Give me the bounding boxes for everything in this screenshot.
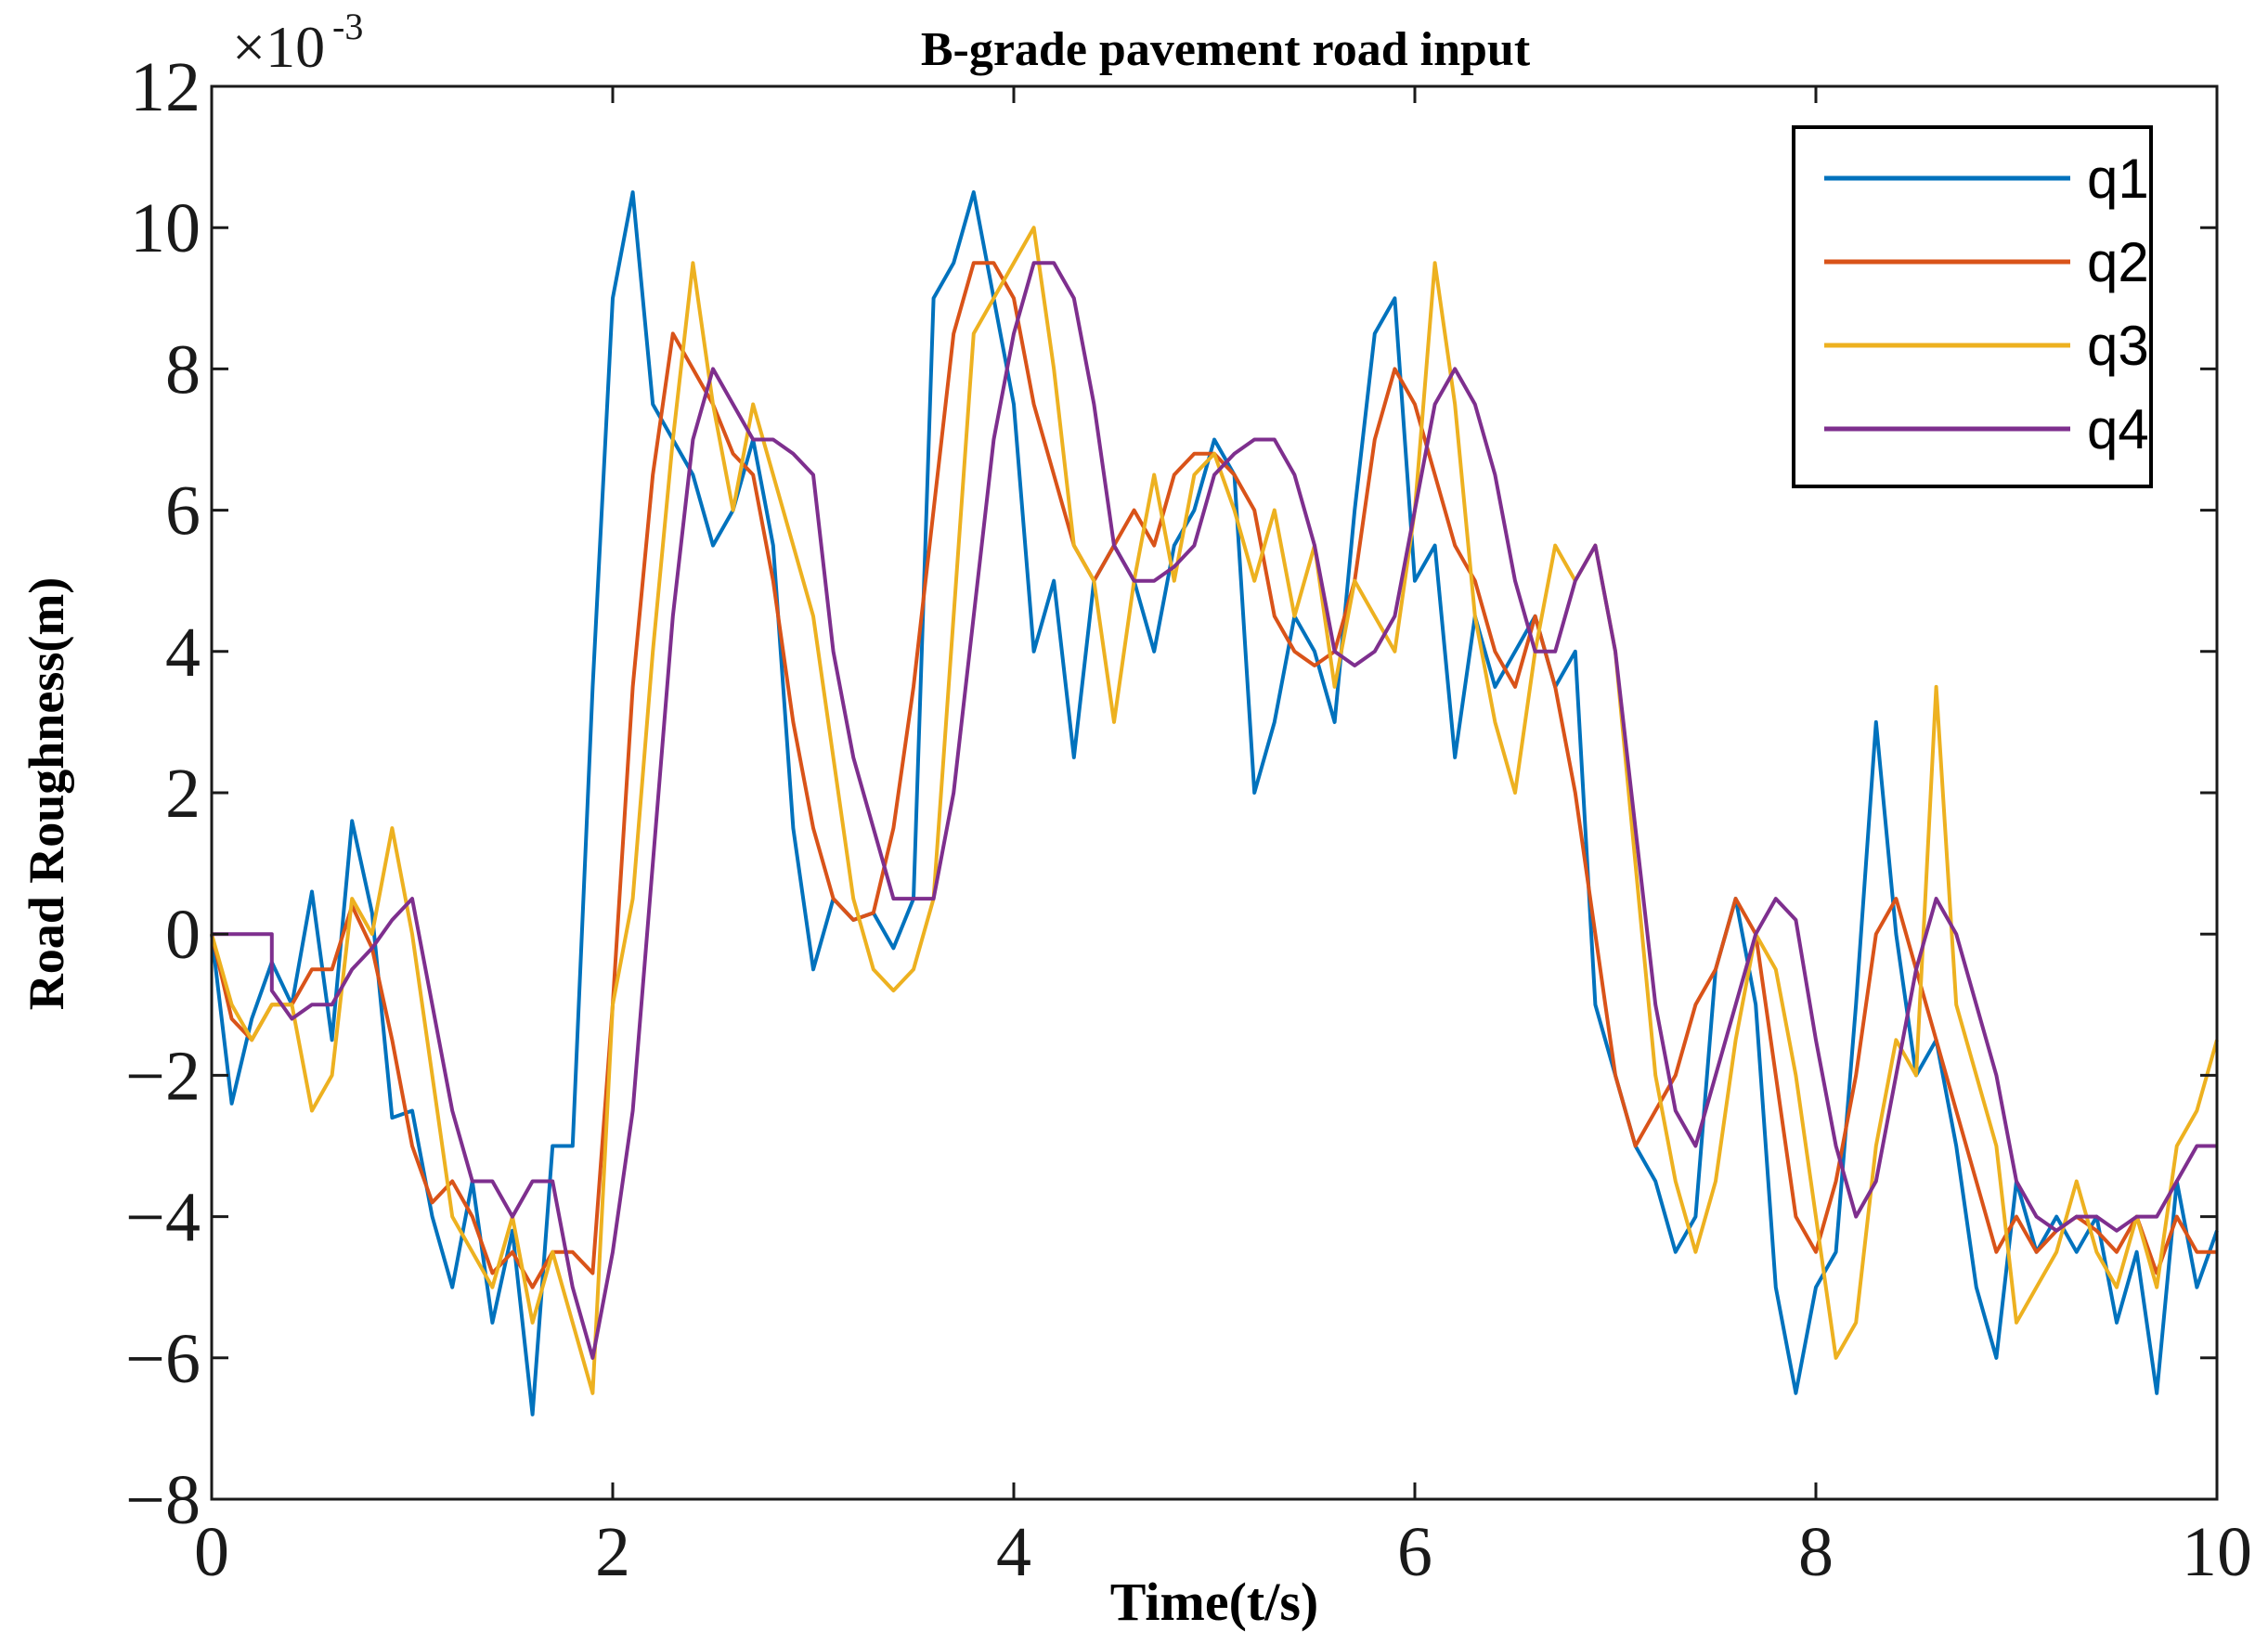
x-tick-label: 4 <box>996 1513 1031 1591</box>
legend-label-q4: q4 <box>2087 398 2149 460</box>
x-tick-label: 10 <box>2182 1513 2252 1591</box>
y-tick-label: −6 <box>125 1320 201 1398</box>
y-axis-label: Road Roughness(m) <box>19 577 74 1011</box>
x-axis-label: Time(t/s) <box>1110 1572 1318 1632</box>
x-tick-label: 8 <box>1798 1513 1834 1591</box>
y-tick-label: 2 <box>165 755 201 833</box>
y-tick-label: −8 <box>125 1461 201 1539</box>
y-tick-label: −2 <box>125 1037 201 1115</box>
x-tick-label: 2 <box>595 1513 630 1591</box>
y-multiplier: ×10 <box>232 14 325 80</box>
legend-label-q3: q3 <box>2087 315 2149 377</box>
y-tick-label: 12 <box>130 48 201 126</box>
x-tick-label: 0 <box>194 1513 229 1591</box>
y-tick-label: 6 <box>165 472 201 550</box>
x-tick-label: 6 <box>1397 1513 1432 1591</box>
y-tick-label: 0 <box>165 896 201 974</box>
series-layer <box>210 190 2219 1417</box>
series-line-q1 <box>210 190 2219 1417</box>
series-line-q3 <box>210 226 2219 1395</box>
ticks-layer: 0 2 4 6 8 10 −8 −6 −4 −2 0 2 4 6 8 10 12 <box>125 48 2252 1591</box>
y-tick-label: −4 <box>125 1179 201 1257</box>
legend-label-q2: q2 <box>2087 231 2149 293</box>
legend-label-q1: q1 <box>2087 148 2149 210</box>
y-tick-label: 10 <box>130 189 201 267</box>
y-exponent: -3 <box>332 6 363 47</box>
series-line-q4 <box>212 261 2217 1360</box>
legend-items: q1 q2 q3 q4 <box>1824 148 2149 460</box>
chart-title: B-grade pavement road input <box>921 23 1531 76</box>
y-tick-label: 4 <box>165 614 201 692</box>
legend: q1 q2 q3 q4 <box>1792 125 2153 488</box>
y-exponent-label: ×10 -3 <box>232 6 363 80</box>
y-tick-label: 8 <box>165 330 201 408</box>
